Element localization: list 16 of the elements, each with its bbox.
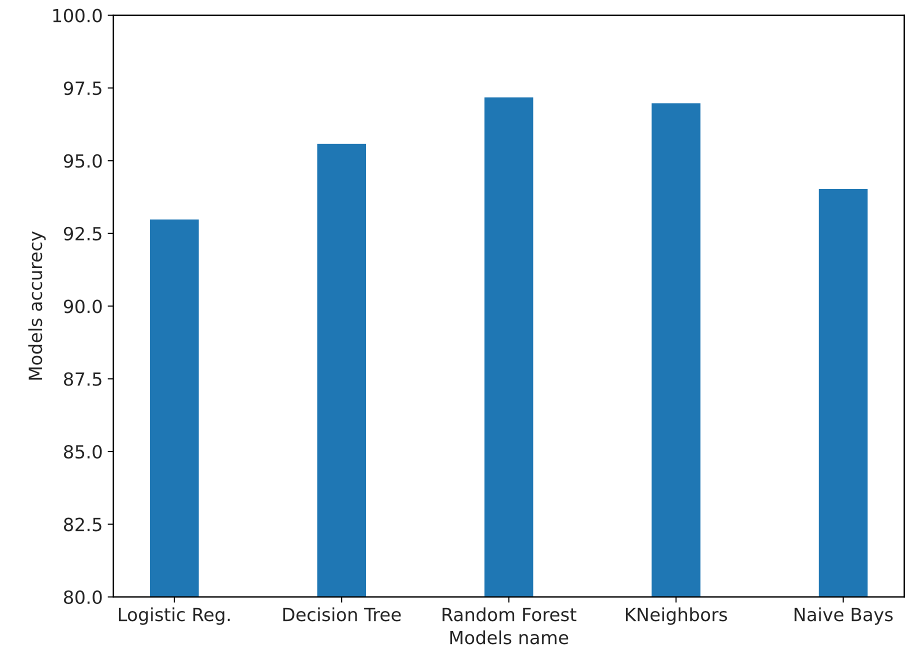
y-tick-label: 90.0 (64, 300, 102, 314)
y-tick-label: 87.5 (64, 372, 102, 386)
x-tick-label: Decision Tree (283, 607, 401, 622)
x-tick-label: Random Forest (442, 607, 576, 622)
x-tick-label: Naive Bays (794, 607, 893, 625)
x-tick-label: KNeighbors (626, 607, 728, 625)
y-tick-label: 82.5 (64, 518, 102, 532)
y-tick-label: 80.0 (64, 590, 102, 604)
x-tick-label: Logistic Reg. (118, 607, 230, 625)
y-tick-label: 85.0 (64, 444, 102, 459)
y-tick-label: 95.0 (64, 154, 102, 168)
x-axis-title: Models name (450, 630, 568, 644)
y-tick-label: 100.0 (53, 8, 102, 22)
y-tick-label: 92.5 (64, 226, 102, 241)
y-tick-label: 97.5 (64, 81, 102, 96)
y-axis-title: Models accurecy (28, 231, 46, 380)
